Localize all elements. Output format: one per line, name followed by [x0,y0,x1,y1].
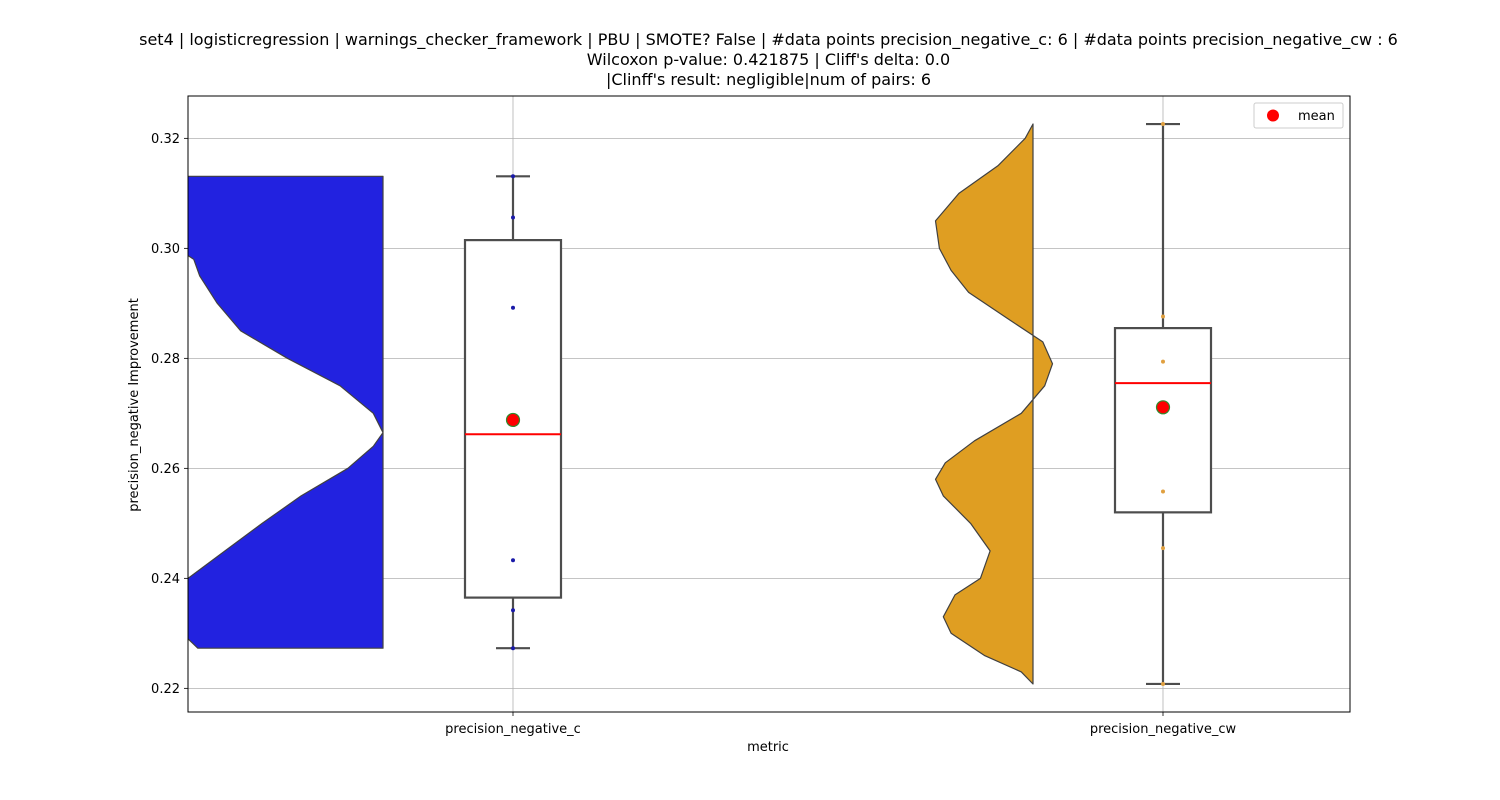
data-point [1161,682,1165,686]
x-axis-label: metric [747,740,789,755]
y-axis-label: precision_negative Improvement [127,298,142,512]
y-tick-label: 0.28 [151,352,180,367]
x-tick-label: precision_negative_cw [1090,722,1237,737]
y-tick-label: 0.32 [151,132,180,147]
mean-marker [507,413,520,426]
data-point [1161,360,1165,364]
data-point [511,216,515,220]
iqr-box [1115,328,1211,512]
box-layer [465,122,1211,686]
data-point [511,306,515,310]
legend: mean [1254,103,1343,128]
data-point [511,174,515,178]
legend-mean-label: mean [1298,109,1335,124]
data-point [511,646,515,650]
data-point [1161,315,1165,319]
violin-precision_negative_c [104,176,383,648]
data-point [1161,546,1165,550]
y-tick-label: 0.22 [151,682,180,697]
mean-marker [1157,401,1170,414]
y-tick-label: 0.24 [151,572,180,587]
legend-mean-marker [1267,110,1279,122]
data-point [1161,489,1165,493]
y-tick-label: 0.26 [151,462,180,477]
violin-layer [104,124,1052,684]
data-point [1161,122,1165,126]
data-point [511,558,515,562]
x-tick-label: precision_negative_c [445,722,581,737]
y-tick-label: 0.30 [151,242,180,257]
data-point [511,608,515,612]
violin-precision_negative_cw [936,124,1053,684]
